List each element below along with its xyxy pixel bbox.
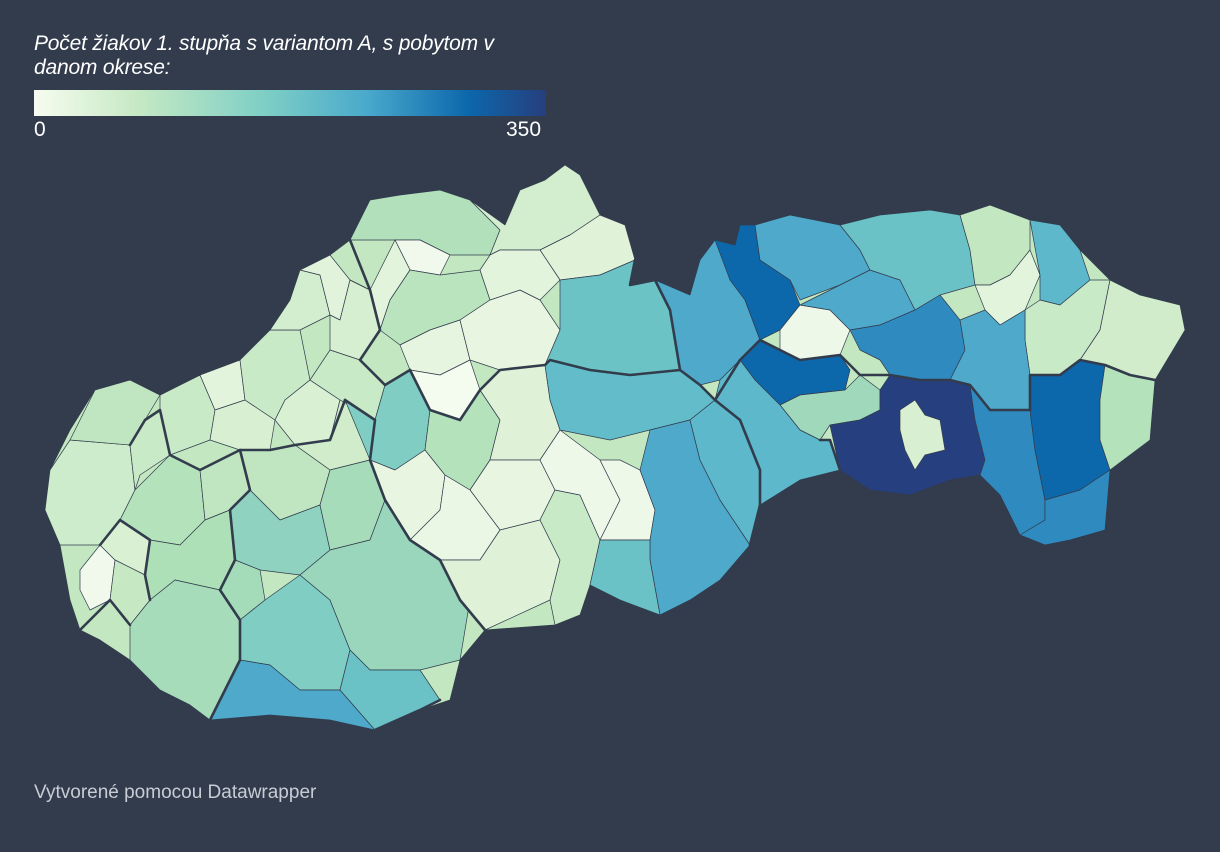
district-kosice-city (899, 399, 946, 471)
legend-title: Počet žiakov 1. stupňa s variantom A, s … (34, 32, 494, 79)
region-border-nitra-bb (343, 398, 487, 732)
region-border-trnava-nitra (208, 448, 252, 722)
region-border-bratislava (78, 518, 152, 632)
region-border-trencin-zilina (348, 238, 412, 387)
region-border-kosice-east (818, 438, 842, 472)
region-border-trnava-trencin (128, 398, 347, 472)
region-border-presov-kosice (713, 338, 1157, 412)
color-scale-bar (34, 90, 546, 116)
region-border-bb-kosice (713, 398, 762, 547)
region-border-zilina-presov (628, 258, 682, 372)
legend-min-label: 0 (34, 118, 46, 141)
credit-text: Vytvorené pomocou Datawrapper (34, 782, 317, 803)
district-trebisov (1019, 469, 1111, 546)
district-sobrance-east (1099, 364, 1156, 471)
legend-max-label: 350 (506, 118, 542, 141)
region-border-zilina-bb (408, 358, 717, 422)
district-kezmarok (714, 224, 801, 341)
district-lucenec-south (589, 539, 661, 616)
district-bardejov (839, 209, 976, 311)
